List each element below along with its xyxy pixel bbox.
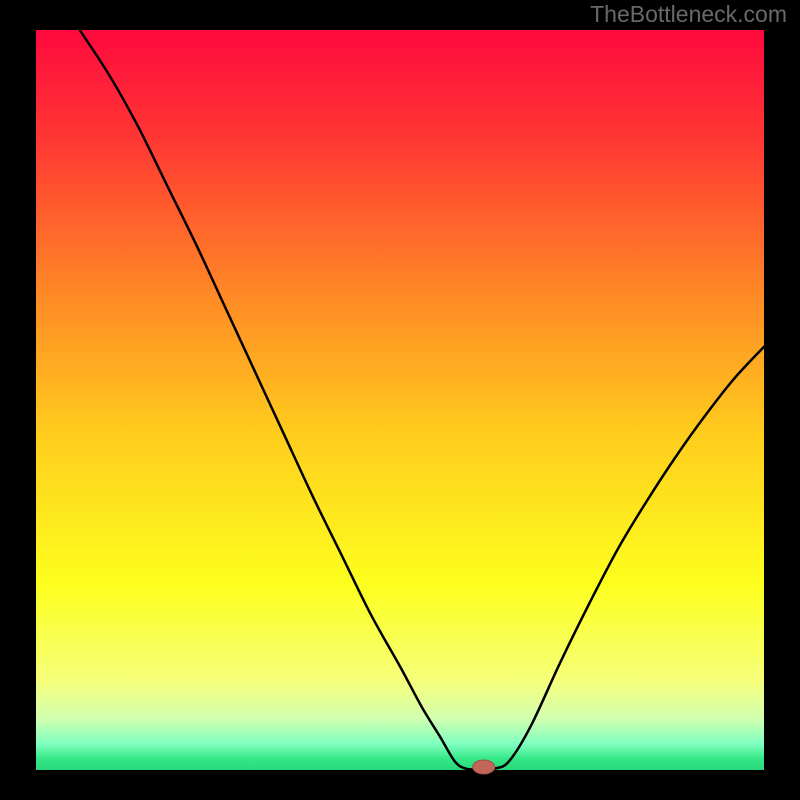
attribution-text: TheBottleneck.com [590, 1, 787, 27]
bottleneck-chart: TheBottleneck.com [0, 0, 800, 800]
minimum-marker [473, 760, 495, 774]
